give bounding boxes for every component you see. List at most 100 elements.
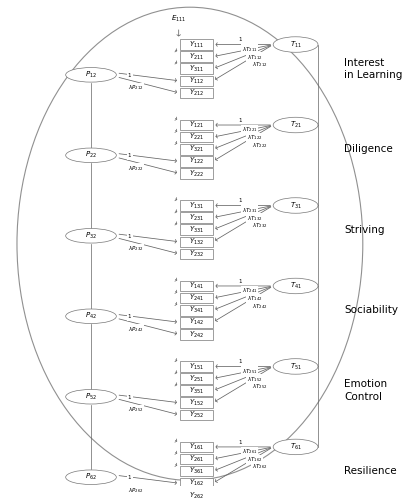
Text: $P_{22}$: $P_{22}$ xyxy=(85,150,97,160)
Text: $T_{51}$: $T_{51}$ xyxy=(289,362,301,372)
Ellipse shape xyxy=(273,439,318,454)
Text: $Y_{251}$: $Y_{251}$ xyxy=(188,374,204,384)
Text: $\lambda{T}_{221}$: $\lambda{T}_{221}$ xyxy=(242,125,258,134)
Ellipse shape xyxy=(273,37,318,52)
Text: $Y_{241}$: $Y_{241}$ xyxy=(188,293,204,303)
Text: $Y_{221}$: $Y_{221}$ xyxy=(188,132,204,142)
Text: $Y_{351}$: $Y_{351}$ xyxy=(188,386,204,396)
FancyBboxPatch shape xyxy=(180,478,213,488)
Text: $Y_{152}$: $Y_{152}$ xyxy=(188,398,204,408)
Text: Diligence: Diligence xyxy=(344,144,393,154)
Text: $1$: $1$ xyxy=(128,71,133,79)
FancyBboxPatch shape xyxy=(180,490,213,500)
Text: $Y_{361}$: $Y_{361}$ xyxy=(188,466,204,476)
FancyBboxPatch shape xyxy=(180,64,213,74)
FancyBboxPatch shape xyxy=(180,88,213,99)
Ellipse shape xyxy=(273,358,318,374)
Text: $E_{111}$: $E_{111}$ xyxy=(171,14,186,24)
Text: $P_{42}$: $P_{42}$ xyxy=(85,311,97,322)
FancyBboxPatch shape xyxy=(180,305,213,316)
Text: $\lambda{T}_{112}$: $\lambda{T}_{112}$ xyxy=(247,52,263,62)
Text: $Y_{331}$: $Y_{331}$ xyxy=(188,224,204,235)
FancyBboxPatch shape xyxy=(180,39,213,50)
FancyBboxPatch shape xyxy=(180,120,213,130)
FancyBboxPatch shape xyxy=(180,236,213,247)
Text: $\lambda{T}_{212}$: $\lambda{T}_{212}$ xyxy=(251,60,267,69)
FancyBboxPatch shape xyxy=(180,329,213,340)
Text: $Y_{211}$: $Y_{211}$ xyxy=(188,52,204,62)
Text: $1$: $1$ xyxy=(238,116,243,124)
Text: $1$: $1$ xyxy=(238,438,243,446)
Text: $Y_{262}$: $Y_{262}$ xyxy=(188,490,204,500)
Text: $\lambda{T}_{262}$: $\lambda{T}_{262}$ xyxy=(251,462,267,471)
FancyBboxPatch shape xyxy=(180,248,213,260)
Text: $\lambda{T}_{232}$: $\lambda{T}_{232}$ xyxy=(251,221,267,230)
Text: $Y_{161}$: $Y_{161}$ xyxy=(188,442,204,452)
Text: $\lambda{P}_{212}$: $\lambda{P}_{212}$ xyxy=(128,84,144,92)
Text: $\lambda{P}_{252}$: $\lambda{P}_{252}$ xyxy=(128,406,144,414)
Ellipse shape xyxy=(273,198,318,213)
Text: $\lambda{T}_{231}$: $\lambda{T}_{231}$ xyxy=(242,206,258,214)
Text: $1$: $1$ xyxy=(238,35,243,43)
Text: Emotion
Control: Emotion Control xyxy=(344,380,387,402)
Text: $Y_{341}$: $Y_{341}$ xyxy=(188,305,204,316)
FancyBboxPatch shape xyxy=(180,212,213,223)
Text: $P_{52}$: $P_{52}$ xyxy=(85,392,97,402)
Text: $T_{41}$: $T_{41}$ xyxy=(289,281,301,291)
Text: $\lambda{T}_{252}$: $\lambda{T}_{252}$ xyxy=(251,382,267,391)
Text: $\lambda{T}_{242}$: $\lambda{T}_{242}$ xyxy=(251,302,267,310)
Text: $T_{31}$: $T_{31}$ xyxy=(289,200,301,210)
Ellipse shape xyxy=(66,148,116,162)
Text: $Y_{311}$: $Y_{311}$ xyxy=(188,64,204,74)
Text: $P_{12}$: $P_{12}$ xyxy=(85,70,97,80)
FancyBboxPatch shape xyxy=(180,52,213,62)
FancyBboxPatch shape xyxy=(180,156,213,166)
FancyBboxPatch shape xyxy=(180,398,213,408)
FancyBboxPatch shape xyxy=(180,361,213,372)
Text: $\lambda{T}_{162}$: $\lambda{T}_{162}$ xyxy=(247,455,263,464)
Text: Striving: Striving xyxy=(344,224,385,234)
Text: $\lambda{P}_{222}$: $\lambda{P}_{222}$ xyxy=(128,164,144,172)
Text: $\lambda{T}_{142}$: $\lambda{T}_{142}$ xyxy=(247,294,263,303)
Text: $Y_{121}$: $Y_{121}$ xyxy=(188,120,204,130)
Text: $1$: $1$ xyxy=(238,276,243,284)
Text: $1$: $1$ xyxy=(128,312,133,320)
Text: $\lambda{T}_{122}$: $\lambda{T}_{122}$ xyxy=(247,133,263,142)
FancyBboxPatch shape xyxy=(180,373,213,384)
Text: $Y_{321}$: $Y_{321}$ xyxy=(188,144,204,154)
Text: $P_{62}$: $P_{62}$ xyxy=(85,472,97,482)
FancyBboxPatch shape xyxy=(180,224,213,235)
FancyBboxPatch shape xyxy=(180,200,213,211)
Ellipse shape xyxy=(66,390,116,404)
Text: $Y_{142}$: $Y_{142}$ xyxy=(188,317,204,328)
Text: $1$: $1$ xyxy=(128,232,133,240)
FancyBboxPatch shape xyxy=(180,280,213,291)
Text: $Y_{242}$: $Y_{242}$ xyxy=(188,330,204,340)
Text: $\lambda{T}_{261}$: $\lambda{T}_{261}$ xyxy=(242,447,258,456)
Text: $Y_{261}$: $Y_{261}$ xyxy=(188,454,204,464)
Text: $\lambda{T}_{152}$: $\lambda{T}_{152}$ xyxy=(247,374,263,384)
Ellipse shape xyxy=(66,470,116,484)
FancyBboxPatch shape xyxy=(180,410,213,420)
Text: $1$: $1$ xyxy=(238,196,243,204)
FancyBboxPatch shape xyxy=(180,168,213,179)
Text: $\lambda{P}_{262}$: $\lambda{P}_{262}$ xyxy=(128,486,144,494)
Text: $Y_{141}$: $Y_{141}$ xyxy=(188,281,204,291)
Text: $\lambda{T}_{222}$: $\lambda{T}_{222}$ xyxy=(251,140,267,149)
Text: $\lambda{T}_{132}$: $\lambda{T}_{132}$ xyxy=(247,214,263,222)
Text: $T_{11}$: $T_{11}$ xyxy=(289,40,301,50)
Text: $Y_{231}$: $Y_{231}$ xyxy=(188,212,204,222)
Text: $1$: $1$ xyxy=(128,393,133,401)
Text: $Y_{111}$: $Y_{111}$ xyxy=(188,40,204,50)
FancyBboxPatch shape xyxy=(180,386,213,396)
Text: Sociability: Sociability xyxy=(344,305,398,315)
FancyBboxPatch shape xyxy=(180,76,213,86)
Text: $T_{21}$: $T_{21}$ xyxy=(289,120,301,130)
Text: $Y_{232}$: $Y_{232}$ xyxy=(188,249,204,259)
Text: Interest
in Learning: Interest in Learning xyxy=(344,58,403,80)
Text: $P_{32}$: $P_{32}$ xyxy=(85,230,97,241)
Text: $\lambda{P}_{232}$: $\lambda{P}_{232}$ xyxy=(128,244,144,253)
Text: $T_{61}$: $T_{61}$ xyxy=(289,442,301,452)
Text: $Y_{132}$: $Y_{132}$ xyxy=(188,237,204,247)
Text: $\lambda{T}_{241}$: $\lambda{T}_{241}$ xyxy=(242,286,258,295)
